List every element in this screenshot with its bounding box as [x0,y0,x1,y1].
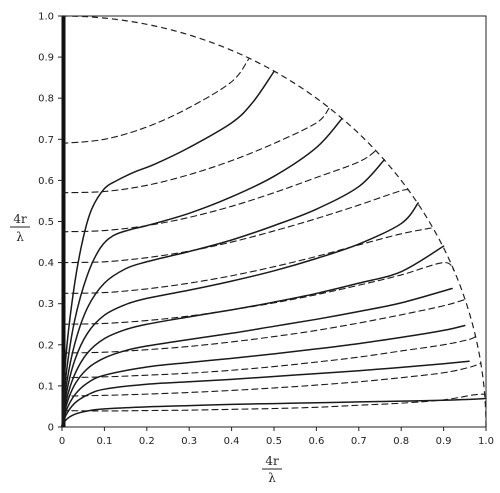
tick-labels: 0 0.1 0.2 0.3 0.4 0.5 0.6 0.7 0.8 0.9 1.0 0 0.1 0.2 0.… [38,12,494,448]
dashed-curve-15 [61,189,411,264]
y-tick-label: 0.9 [38,53,54,64]
y-axis-label: 4r λ [10,212,30,244]
solid-curve-1 [61,360,470,428]
dashed-curve-13 [61,262,455,325]
y-axis-label-denominator: λ [16,230,24,244]
solid-curve-2 [61,324,466,428]
y-tick-label: 0.7 [38,135,54,146]
x-tick-label: 0.4 [224,436,240,447]
boundary-arc [61,15,487,428]
dashed-curve-18 [61,58,250,144]
solid-curve-4 [61,245,445,428]
y-axis-label-numerator: 4r [13,212,27,226]
solid-curve-7 [61,118,343,428]
solid-curve-5 [61,202,419,428]
y-tick-label: 0.8 [38,94,54,105]
dashed-curve-14 [61,227,434,294]
y-tick-label: 0.5 [38,217,54,228]
y-tick-label: 0 [48,423,54,434]
x-tick-label: 0 [59,436,65,447]
x-tick-label: 0.2 [139,436,155,447]
x-axis-label: 4r λ [262,454,282,485]
dashed-curve-12 [61,299,466,354]
x-tick-label: 0.5 [266,436,282,447]
y-tick-label: 0.3 [38,299,54,310]
solid-curve-3 [61,287,453,428]
x-tick-label: 0.1 [96,436,112,447]
dashed-curve-10 [61,362,482,397]
x-tick-label: 0.8 [393,436,409,447]
x-tick-label: 0.6 [308,436,324,447]
y-tick-label: 0.4 [38,258,54,269]
y-tick-label: 1.0 [38,12,54,23]
x-tick-label: 0.7 [351,436,367,447]
x-axis-label-numerator: 4r [265,454,279,468]
y-tick-label: 0.1 [38,381,54,392]
y-tick-label: 0.6 [38,176,54,187]
dashed-curve-17 [61,107,330,194]
boundary-circle [61,15,487,428]
curves [61,58,487,428]
dashed-curve-11 [61,336,476,379]
x-tick-label: 1.0 [478,436,494,447]
y-tick-label: 0.2 [38,340,54,351]
dashed-curve-16 [61,150,377,233]
solid-curve-8 [61,70,275,428]
solid-curve-6 [61,159,385,428]
dashed-curve-9 [61,393,486,412]
x-tick-label: 0.3 [181,436,197,447]
solid-curve-0 [61,397,487,428]
x-tick-label: 0.9 [436,436,452,447]
x-axis-label-denominator: λ [268,471,276,485]
